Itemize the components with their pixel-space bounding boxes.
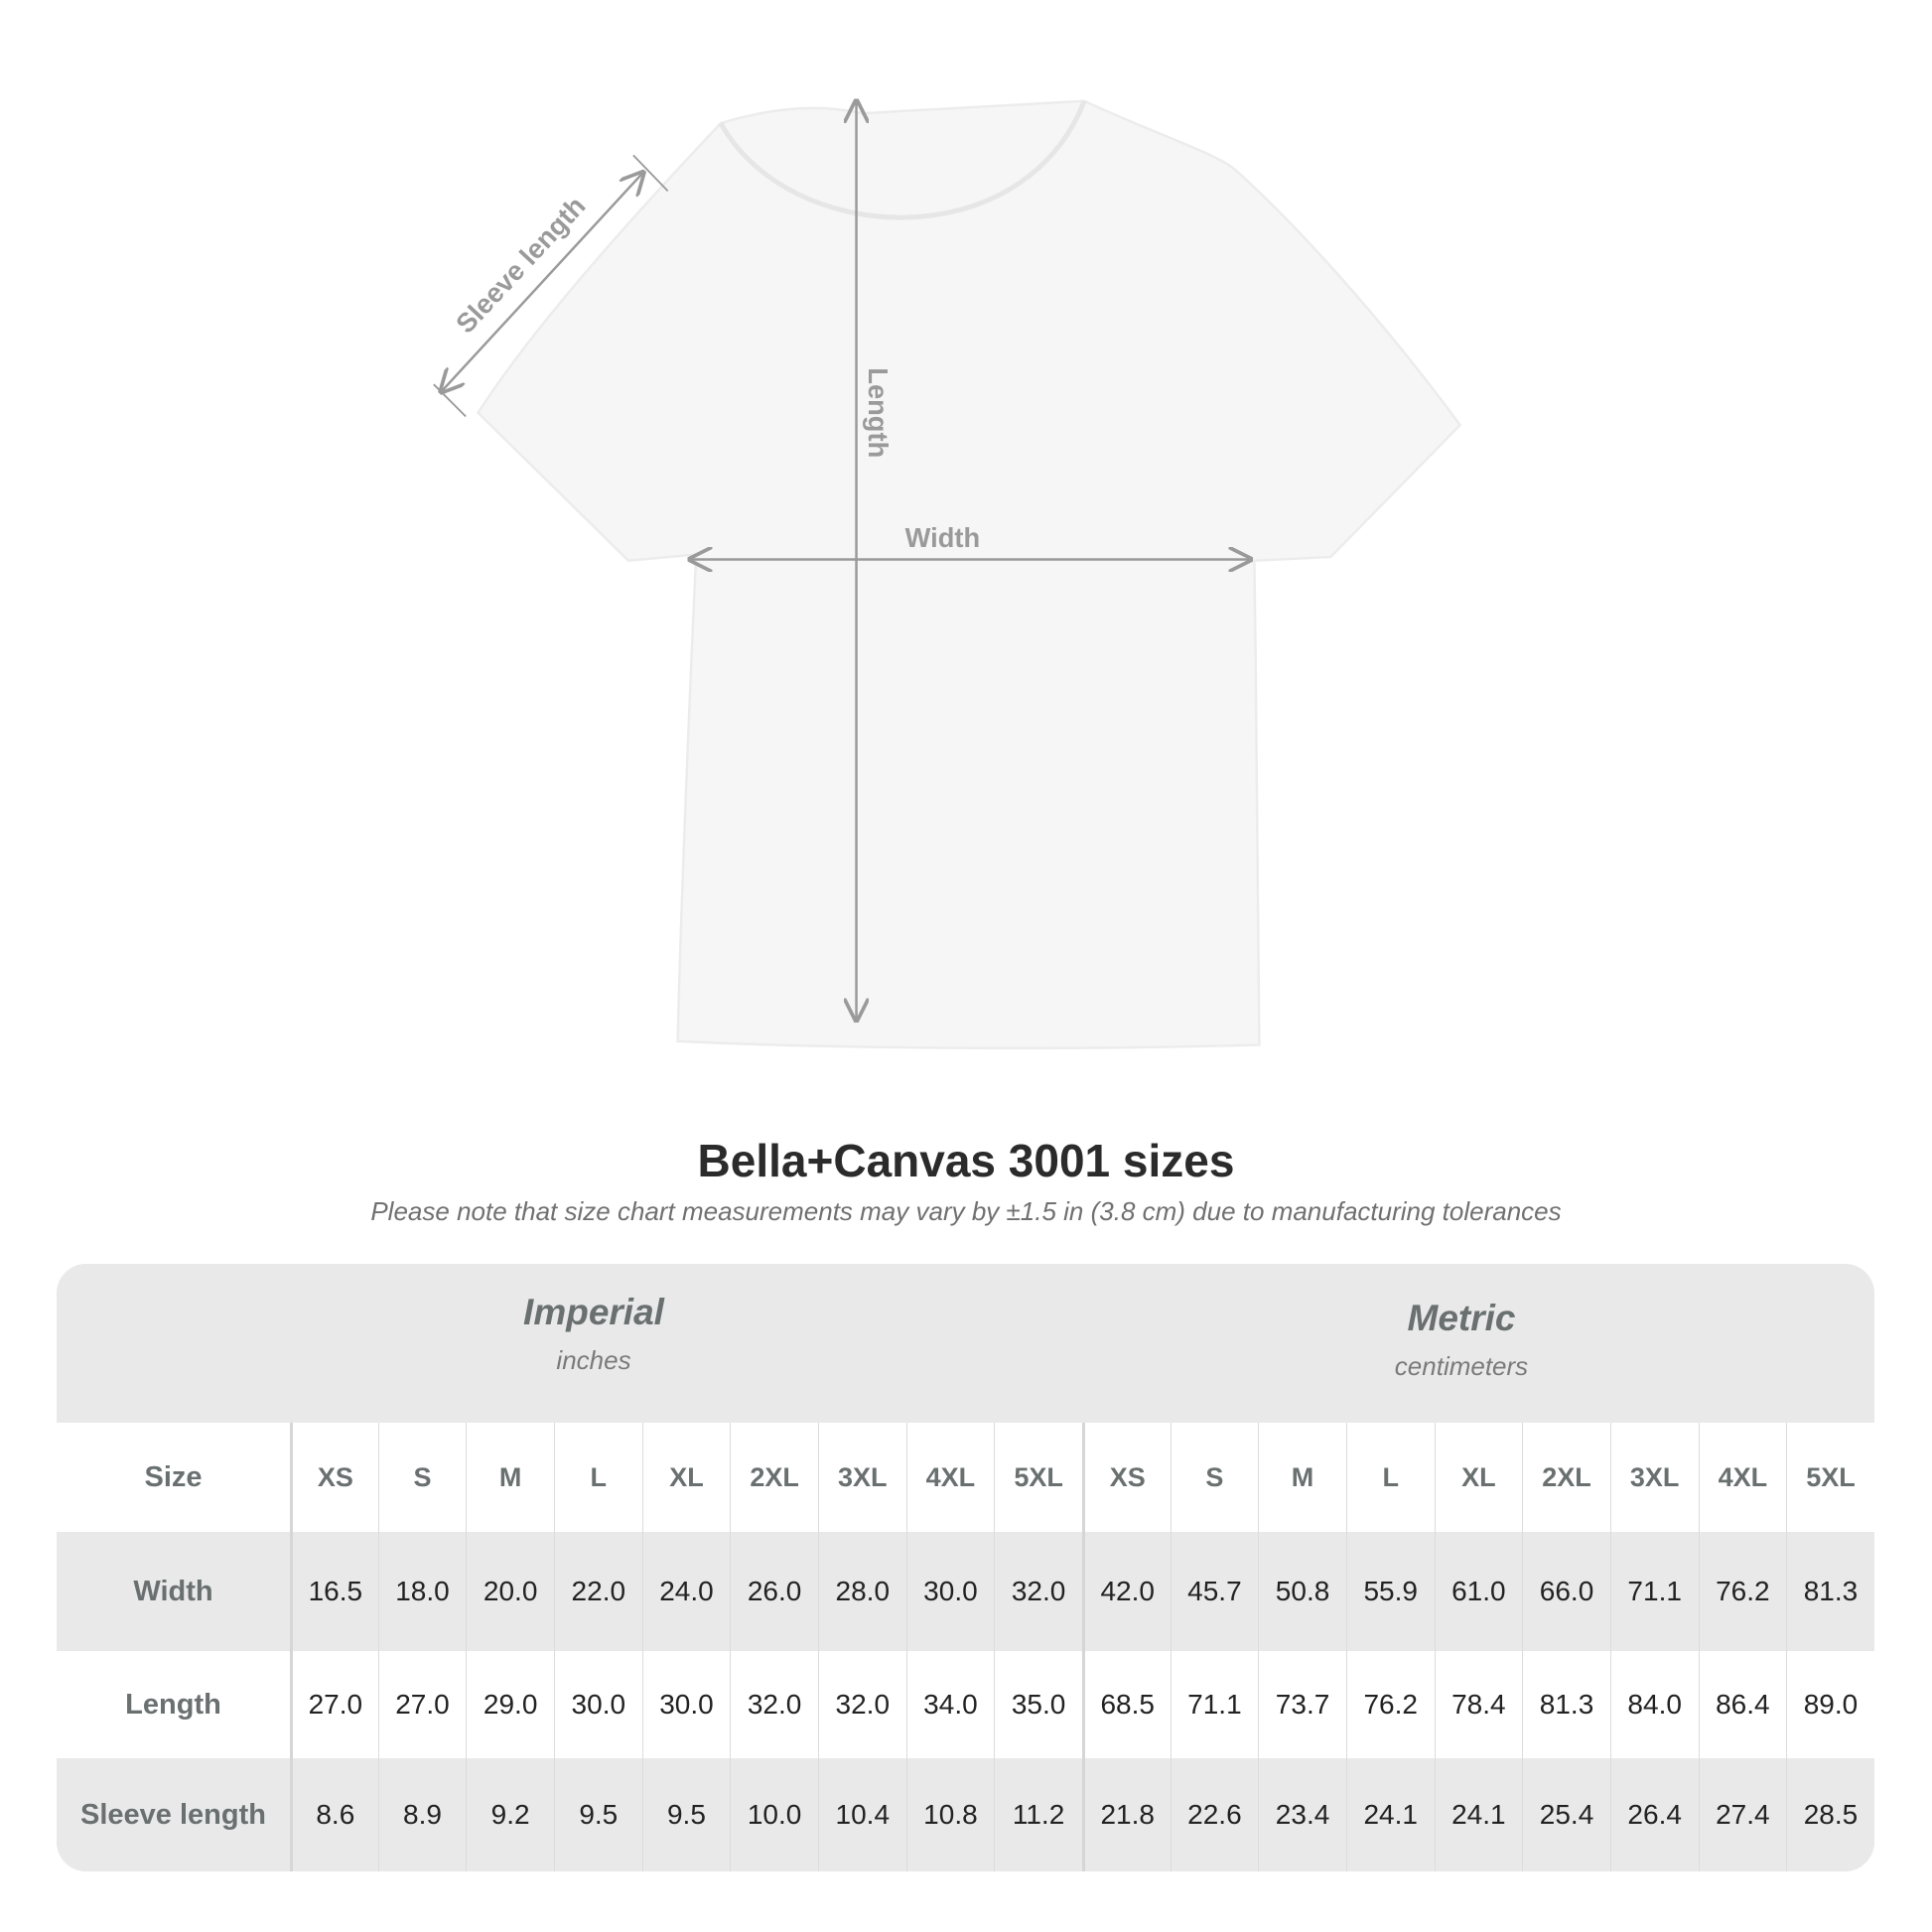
- size-header-row: Size XS S M L XL 2XL 3XL 4XL 5XL XS S M L XL 2XL 3XL 4XL 5…: [57, 1423, 1874, 1532]
- value-cell-imperial: 24.0: [641, 1532, 731, 1651]
- size-header-imperial: 3XL: [817, 1423, 906, 1532]
- value-cell-imperial: 30.0: [905, 1532, 995, 1651]
- size-header-metric: 4XL: [1698, 1423, 1787, 1532]
- value-cell-metric: 50.8: [1258, 1532, 1346, 1651]
- length-label: Length: [863, 367, 894, 458]
- row-label: Width: [133, 1575, 213, 1607]
- imperial-header: Imperial inches: [395, 1292, 792, 1376]
- sleeve-length-arrow: [441, 173, 643, 392]
- row-label: Length: [125, 1688, 221, 1721]
- value-cell-metric: 61.0: [1434, 1532, 1523, 1651]
- value-cell-metric: 81.3: [1786, 1532, 1874, 1651]
- table-row: Sleeve length 8.6 8.9 9.2 9.5 9.5 10.0 10.4 10.8…: [57, 1758, 1874, 1871]
- value-cell-imperial: 9.2: [466, 1758, 554, 1871]
- imperial-title: Imperial: [523, 1292, 664, 1332]
- size-table: Imperial inches Metric centimeters Size X…: [57, 1264, 1874, 1871]
- metric-title: Metric: [1407, 1298, 1516, 1338]
- value-cell-metric: 24.1: [1345, 1758, 1435, 1871]
- size-header-metric: XL: [1434, 1423, 1523, 1532]
- value-cell-metric: 66.0: [1522, 1532, 1610, 1651]
- value-cell-metric: 28.5: [1786, 1758, 1874, 1871]
- imperial-unit: inches: [556, 1345, 631, 1375]
- value-cell-imperial: 30.0: [641, 1651, 731, 1758]
- value-cell-metric: 22.6: [1170, 1758, 1259, 1871]
- value-cell-imperial: 27.0: [290, 1651, 378, 1758]
- value-cell-imperial: 11.2: [994, 1758, 1082, 1871]
- value-cell-metric: 78.4: [1434, 1651, 1523, 1758]
- size-header-imperial: S: [377, 1423, 467, 1532]
- table-row: Length 27.0 27.0 29.0 30.0 30.0 32.0 32.0 34.0 35…: [57, 1651, 1874, 1758]
- value-cell-imperial: 22.0: [553, 1532, 642, 1651]
- value-cell-imperial: 29.0: [466, 1651, 554, 1758]
- value-cell-metric: 84.0: [1609, 1651, 1699, 1758]
- value-cell-metric: 25.4: [1522, 1758, 1610, 1871]
- value-cell-metric: 71.1: [1170, 1651, 1259, 1758]
- value-cell-imperial: 30.0: [553, 1651, 642, 1758]
- size-header-metric: M: [1258, 1423, 1346, 1532]
- value-cell-imperial: 32.0: [730, 1651, 818, 1758]
- size-header-metric: 3XL: [1609, 1423, 1699, 1532]
- size-header-imperial: 5XL: [994, 1423, 1082, 1532]
- value-cell-imperial: 20.0: [466, 1532, 554, 1651]
- size-header-imperial: 2XL: [730, 1423, 818, 1532]
- value-cell-imperial: 32.0: [994, 1532, 1082, 1651]
- size-header-metric: 2XL: [1522, 1423, 1610, 1532]
- value-cell-metric: 76.2: [1345, 1651, 1435, 1758]
- size-header-imperial: XL: [641, 1423, 731, 1532]
- value-cell-imperial: 16.5: [290, 1532, 378, 1651]
- value-cell-imperial: 10.0: [730, 1758, 818, 1871]
- value-cell-metric: 24.1: [1434, 1758, 1523, 1871]
- size-header-metric: XS: [1081, 1423, 1171, 1532]
- value-cell-metric: 23.4: [1258, 1758, 1346, 1871]
- size-header-imperial: M: [466, 1423, 554, 1532]
- value-cell-metric: 42.0: [1081, 1532, 1171, 1651]
- value-cell-imperial: 8.9: [377, 1758, 467, 1871]
- value-cell-metric: 45.7: [1170, 1532, 1259, 1651]
- value-cell-metric: 26.4: [1609, 1758, 1699, 1871]
- value-cell-metric: 27.4: [1698, 1758, 1787, 1871]
- size-header-imperial: XS: [290, 1423, 378, 1532]
- value-cell-imperial: 28.0: [817, 1532, 906, 1651]
- value-cell-metric: 81.3: [1522, 1651, 1610, 1758]
- value-cell-imperial: 8.6: [290, 1758, 378, 1871]
- value-cell-metric: 89.0: [1786, 1651, 1874, 1758]
- value-cell-metric: 21.8: [1081, 1758, 1171, 1871]
- value-cell-imperial: 10.8: [905, 1758, 995, 1871]
- value-cell-imperial: 32.0: [817, 1651, 906, 1758]
- value-cell-metric: 55.9: [1345, 1532, 1435, 1651]
- value-cell-imperial: 26.0: [730, 1532, 818, 1651]
- metric-header: Metric centimeters: [1263, 1298, 1660, 1382]
- value-cell-metric: 68.5: [1081, 1651, 1171, 1758]
- size-header-imperial: L: [553, 1423, 642, 1532]
- value-cell-imperial: 18.0: [377, 1532, 467, 1651]
- value-cell-imperial: 34.0: [905, 1651, 995, 1758]
- size-header-metric: 5XL: [1786, 1423, 1874, 1532]
- tolerance-note: Please note that size chart measurements…: [370, 1196, 1562, 1226]
- value-cell-imperial: 9.5: [641, 1758, 731, 1871]
- row-label: Size: [144, 1460, 203, 1493]
- table-row: Width 16.5 18.0 20.0 22.0 24.0 26.0 28.0 30.0 32.…: [57, 1532, 1874, 1651]
- width-label: Width: [905, 522, 981, 553]
- row-label: Sleeve length: [80, 1798, 266, 1831]
- value-cell-imperial: 9.5: [553, 1758, 642, 1871]
- value-cell-metric: 86.4: [1698, 1651, 1787, 1758]
- value-cell-metric: 73.7: [1258, 1651, 1346, 1758]
- size-header-imperial: 4XL: [905, 1423, 995, 1532]
- tshirt-diagram: Sleeve length Length Width: [433, 0, 1462, 1050]
- value-cell-imperial: 10.4: [817, 1758, 906, 1871]
- size-header-metric: S: [1170, 1423, 1259, 1532]
- tshirt-image: [476, 99, 1462, 1050]
- size-header-metric: L: [1345, 1423, 1435, 1532]
- unit-header-band: [57, 1264, 1874, 1423]
- metric-unit: centimeters: [1394, 1351, 1529, 1381]
- value-cell-metric: 71.1: [1609, 1532, 1699, 1651]
- value-cell-imperial: 35.0: [994, 1651, 1082, 1758]
- value-cell-imperial: 27.0: [377, 1651, 467, 1758]
- value-cell-metric: 76.2: [1698, 1532, 1787, 1651]
- page-title: Bella+Canvas 3001 sizes: [697, 1135, 1235, 1186]
